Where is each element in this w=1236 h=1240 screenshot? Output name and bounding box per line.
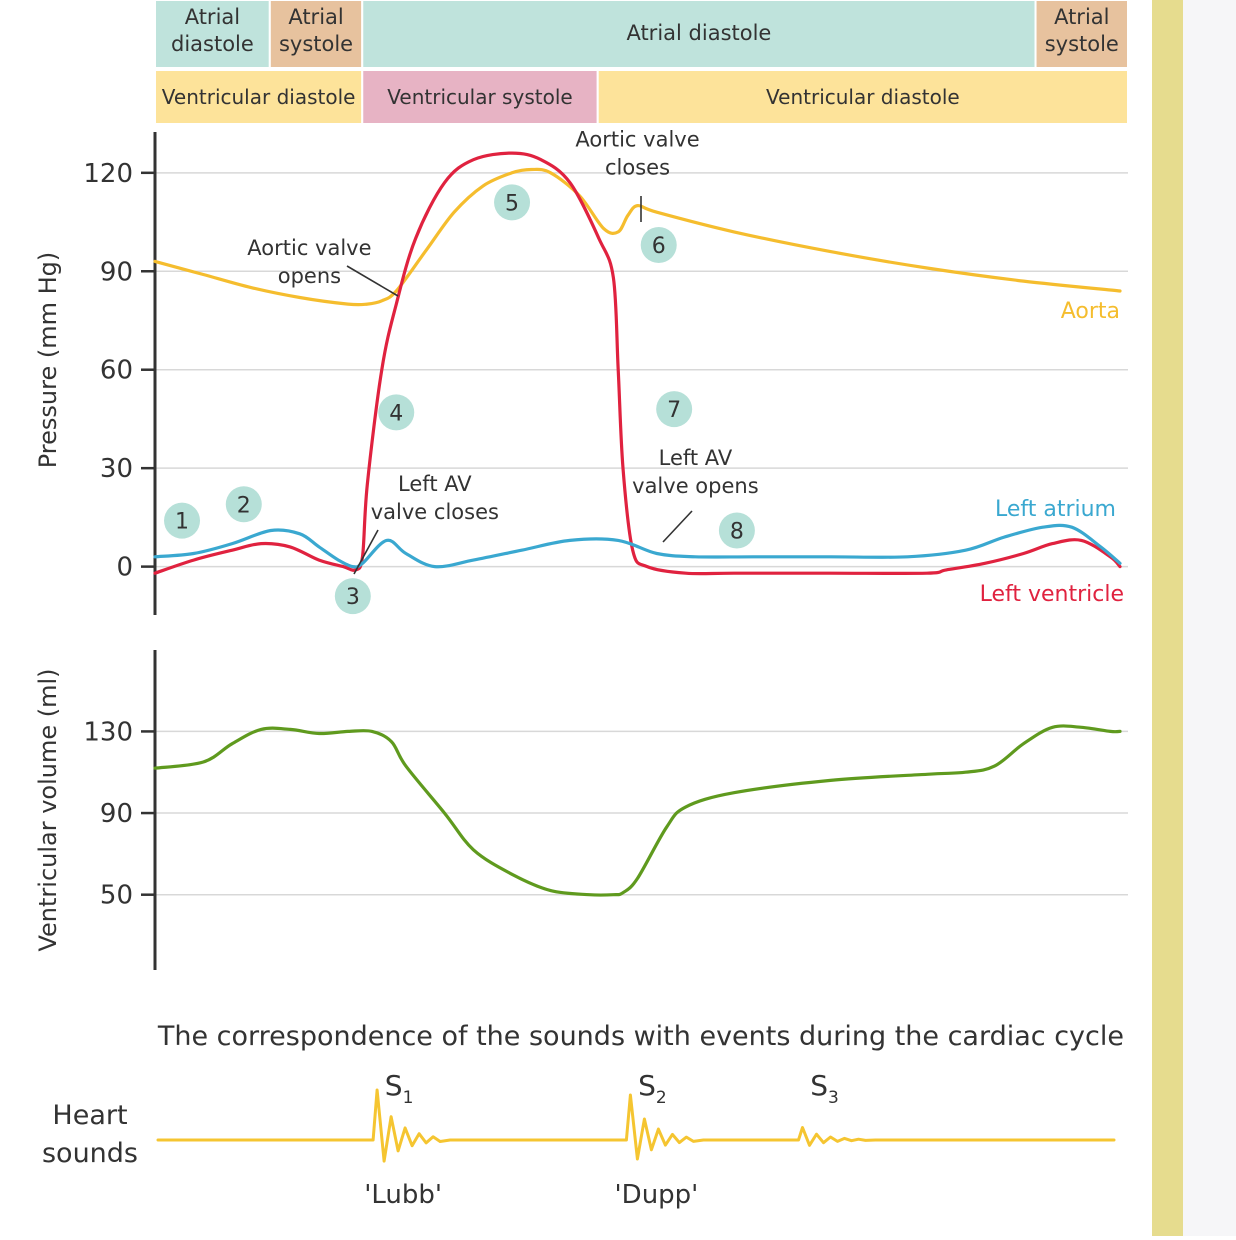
- heart-sound-word: 'Lubb': [364, 1180, 442, 1210]
- event-marker-number: 6: [652, 234, 666, 259]
- annotation-label-line: Left AV: [398, 472, 472, 496]
- series-line-left-ventricle: [153, 151, 1122, 576]
- atrial-phase-label: Atrial diastole: [626, 21, 771, 45]
- chart-panel-1: 0 30 60 90 120 Pressure (mm Hg) Aorta Left atri…: [34, 128, 1128, 615]
- series-line-left-atrium: [153, 523, 1122, 569]
- atrial-phase-label-line: systole: [279, 32, 353, 56]
- atrial-phase-label: Atrial systole: [1045, 5, 1119, 56]
- event-marker-8: 8: [718, 512, 755, 549]
- ventricular-phase-label: Ventricular systole: [387, 85, 572, 109]
- side-panel: [1183, 0, 1236, 1236]
- sounds-title: The correspondence of the sounds with ev…: [157, 1021, 1124, 1052]
- atrial-phase-label-line: Atrial: [1054, 5, 1109, 29]
- atrial-phase-band: [154, 0, 271, 69]
- y-tick-label: 90: [100, 799, 133, 829]
- event-marker-number: 1: [175, 510, 189, 535]
- series-label-left-atrium: Left atrium: [995, 497, 1116, 522]
- event-marker-3: 3: [334, 578, 371, 615]
- phase-bands: Atrial diastole Atrial systole Atrial diasto…: [154, 0, 1129, 125]
- atrial-phase-label-line: Atrial: [288, 5, 343, 29]
- y-tick-label: 0: [116, 553, 133, 583]
- atrial-phase-band: [1034, 0, 1129, 69]
- y-tick-label: 50: [100, 881, 133, 911]
- annotation-label-line: valve opens: [632, 474, 759, 498]
- heart-sound-symbol: S2: [638, 1069, 667, 1108]
- annotation-leader: [346, 265, 399, 297]
- atrial-phase-label-line: systole: [1045, 32, 1119, 56]
- atrial-phase-band: [361, 0, 1037, 69]
- event-marker-number: 8: [730, 520, 744, 545]
- event-marker-number: 5: [505, 191, 519, 216]
- event-marker-2: 2: [225, 486, 262, 523]
- event-marker-1: 1: [164, 502, 201, 539]
- heart-sound-symbol-sub: 3: [828, 1088, 839, 1108]
- annotation-label-line: valve closes: [371, 500, 499, 524]
- ventricular-phase-band: [154, 69, 364, 125]
- annotation-label-line: Aortic valve: [575, 128, 699, 152]
- series-line-ventricular-volume: [153, 724, 1122, 897]
- series-label-aorta: Aorta: [1061, 299, 1120, 324]
- heart-sounds-label-line: Heart: [52, 1100, 127, 1131]
- series-line-aorta: [153, 167, 1122, 307]
- atrial-phase-label-line: diastole: [171, 32, 254, 56]
- heart-sound-symbol: S3: [810, 1069, 839, 1108]
- event-marker-circle: [378, 394, 415, 431]
- heart-sound-word: 'Dupp': [615, 1180, 699, 1210]
- event-marker-number: 2: [237, 493, 251, 518]
- ventricular-phase-band: [361, 69, 599, 125]
- y-tick-label: 120: [83, 159, 133, 189]
- event-marker-circle: [225, 486, 262, 523]
- event-marker-7: 7: [656, 391, 693, 428]
- y-tick-label: 130: [83, 717, 133, 747]
- annotation-label: Left AV valve closes: [371, 472, 499, 524]
- annotation-label: Aortic valve closes: [575, 128, 699, 180]
- y-axis-label: Pressure (mm Hg): [34, 252, 62, 469]
- y-tick-label: 90: [100, 257, 133, 287]
- annotation-leader: [662, 510, 693, 543]
- event-marker-circle: [656, 391, 693, 428]
- side-scrollbar-track: [1152, 0, 1183, 1236]
- annotation-label: Left AV valve opens: [632, 446, 759, 498]
- annotation-label-line: opens: [278, 264, 341, 288]
- atrial-phase-label: Atrial diastole: [171, 5, 254, 56]
- y-tick-label: 60: [100, 356, 133, 386]
- heart-sound-symbol: S1: [385, 1069, 414, 1108]
- event-marker-number: 4: [389, 401, 403, 426]
- annotation-label-line: closes: [605, 156, 670, 180]
- chart-panel-2: 50 90 130 Ventricular volume (ml): [34, 650, 1128, 970]
- heart-sounds-label-line: sounds: [42, 1138, 138, 1169]
- event-marker-5: 5: [494, 184, 531, 221]
- atrial-phase-label: Atrial systole: [279, 5, 353, 56]
- heart-sounds-label: Heart sounds: [42, 1100, 138, 1169]
- event-marker-circle: [640, 227, 677, 264]
- event-marker-6: 6: [640, 227, 677, 264]
- annotation-label-line: Left AV: [659, 446, 733, 470]
- heart-sound-symbol-letter: S: [385, 1069, 403, 1102]
- event-marker-circle: [164, 502, 201, 539]
- event-marker-circle: [718, 512, 755, 549]
- annotation-label: Aortic valve opens: [247, 236, 371, 288]
- annotation-label-line: Aortic valve: [247, 236, 371, 260]
- y-axis-label: Ventricular volume (ml): [34, 668, 62, 951]
- atrial-phase-label-line: Atrial: [185, 5, 240, 29]
- ventricular-phase-band: [596, 69, 1129, 125]
- y-tick-label: 30: [100, 454, 133, 484]
- heart-sound-symbol-letter: S: [810, 1069, 828, 1102]
- event-marker-circle: [494, 184, 531, 221]
- heart-sound-symbol-letter: S: [638, 1069, 656, 1102]
- event-marker-number: 7: [667, 398, 681, 423]
- heart-sound-symbol-sub: 1: [403, 1088, 414, 1108]
- heart-sound-trace: [156, 1088, 1116, 1163]
- event-marker-4: 4: [378, 394, 415, 431]
- series-label-left-ventricle: Left ventricle: [980, 582, 1124, 607]
- ventricular-phase-label: Ventricular diastole: [766, 85, 960, 109]
- heart-sounds-panel: The correspondence of the sounds with ev…: [42, 1021, 1124, 1210]
- event-marker-circle: [334, 578, 371, 615]
- annotation-leader: [353, 529, 379, 575]
- heart-sound-symbol-sub: 2: [656, 1088, 667, 1108]
- ventricular-phase-label: Ventricular diastole: [162, 85, 356, 109]
- event-marker-number: 3: [346, 585, 360, 610]
